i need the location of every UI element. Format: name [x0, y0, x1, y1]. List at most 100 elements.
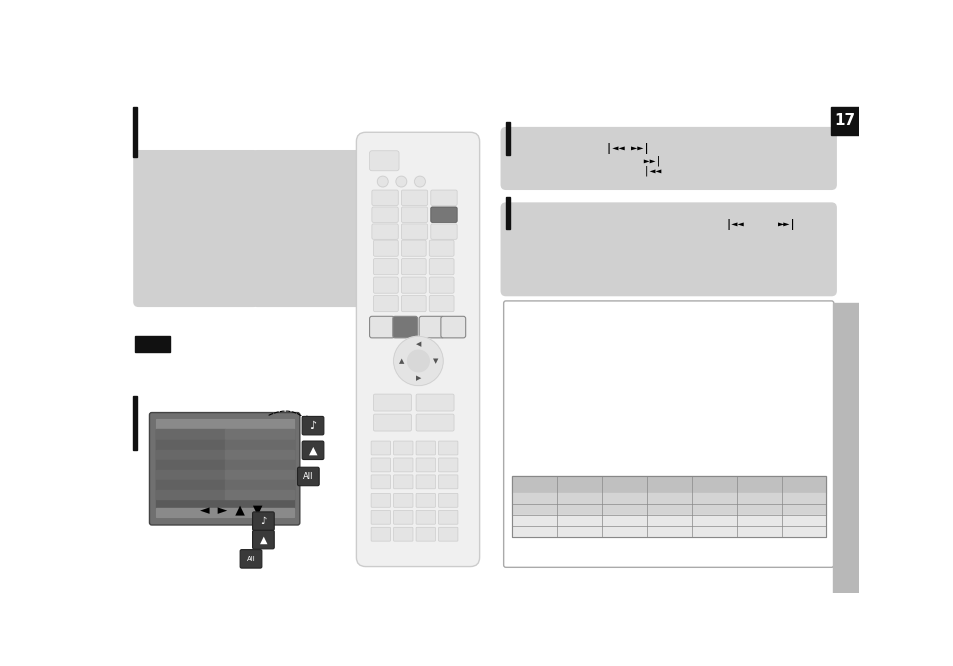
- Bar: [133, 396, 137, 450]
- FancyBboxPatch shape: [371, 458, 390, 472]
- Bar: [155, 440, 224, 449]
- Circle shape: [395, 176, 406, 187]
- FancyBboxPatch shape: [394, 441, 413, 455]
- FancyBboxPatch shape: [372, 190, 397, 205]
- Bar: [155, 470, 224, 479]
- FancyBboxPatch shape: [373, 296, 397, 312]
- FancyBboxPatch shape: [401, 207, 427, 222]
- Text: |◄◄ ►►|: |◄◄ ►►|: [605, 143, 649, 154]
- Text: ►►|: ►►|: [777, 219, 796, 230]
- Bar: [155, 450, 224, 459]
- Text: ►►|: ►►|: [631, 156, 660, 166]
- FancyBboxPatch shape: [438, 475, 457, 489]
- Bar: [155, 508, 294, 517]
- Bar: [155, 460, 224, 469]
- Text: ◀: ◀: [416, 341, 420, 347]
- Bar: [133, 107, 137, 157]
- FancyBboxPatch shape: [373, 414, 411, 431]
- FancyBboxPatch shape: [438, 527, 457, 541]
- FancyBboxPatch shape: [394, 494, 413, 507]
- Bar: [224, 430, 294, 439]
- FancyBboxPatch shape: [431, 207, 456, 222]
- FancyBboxPatch shape: [418, 316, 443, 338]
- Circle shape: [407, 350, 429, 372]
- FancyBboxPatch shape: [371, 527, 390, 541]
- FancyBboxPatch shape: [372, 207, 397, 222]
- Bar: [155, 419, 294, 429]
- Bar: [505, 123, 509, 155]
- FancyBboxPatch shape: [252, 150, 377, 307]
- Text: ♪: ♪: [260, 516, 266, 526]
- FancyBboxPatch shape: [416, 475, 435, 489]
- FancyBboxPatch shape: [393, 316, 417, 338]
- FancyBboxPatch shape: [440, 316, 465, 338]
- FancyBboxPatch shape: [394, 458, 413, 472]
- Bar: [224, 480, 294, 489]
- FancyBboxPatch shape: [302, 441, 323, 460]
- Bar: [832, 303, 858, 593]
- Text: All: All: [303, 472, 314, 481]
- Text: |◄◄: |◄◄: [725, 219, 744, 230]
- FancyBboxPatch shape: [373, 240, 397, 256]
- Bar: [224, 450, 294, 459]
- FancyBboxPatch shape: [356, 133, 479, 567]
- FancyBboxPatch shape: [240, 549, 261, 568]
- Bar: [224, 440, 294, 449]
- FancyBboxPatch shape: [431, 190, 456, 205]
- FancyBboxPatch shape: [416, 458, 435, 472]
- Bar: [155, 430, 224, 439]
- FancyBboxPatch shape: [401, 296, 426, 312]
- FancyBboxPatch shape: [429, 240, 454, 256]
- Bar: [155, 480, 224, 489]
- FancyBboxPatch shape: [416, 527, 435, 541]
- FancyBboxPatch shape: [133, 150, 258, 307]
- Bar: [830, 107, 858, 135]
- FancyBboxPatch shape: [401, 224, 427, 239]
- Bar: [134, 336, 171, 352]
- FancyBboxPatch shape: [394, 510, 413, 524]
- Bar: [155, 419, 294, 517]
- FancyBboxPatch shape: [369, 316, 394, 338]
- FancyBboxPatch shape: [429, 258, 454, 275]
- Text: ▼: ▼: [433, 358, 437, 364]
- Text: All: All: [247, 556, 255, 562]
- FancyBboxPatch shape: [371, 510, 390, 524]
- FancyBboxPatch shape: [438, 458, 457, 472]
- FancyBboxPatch shape: [416, 394, 454, 411]
- FancyBboxPatch shape: [394, 527, 413, 541]
- FancyBboxPatch shape: [416, 494, 435, 507]
- Circle shape: [415, 176, 425, 187]
- Text: 17: 17: [833, 113, 854, 129]
- Bar: [224, 470, 294, 479]
- FancyBboxPatch shape: [302, 416, 323, 435]
- FancyBboxPatch shape: [150, 412, 299, 525]
- FancyBboxPatch shape: [500, 202, 836, 296]
- FancyBboxPatch shape: [401, 277, 426, 293]
- FancyBboxPatch shape: [373, 277, 397, 293]
- FancyBboxPatch shape: [503, 301, 833, 567]
- Bar: [512, 525, 825, 537]
- FancyBboxPatch shape: [372, 224, 397, 239]
- FancyBboxPatch shape: [416, 414, 454, 431]
- FancyBboxPatch shape: [297, 468, 319, 486]
- FancyBboxPatch shape: [371, 475, 390, 489]
- FancyBboxPatch shape: [438, 494, 457, 507]
- Text: ◄  ►  ▲  ▼: ◄ ► ▲ ▼: [200, 503, 263, 516]
- Bar: [512, 504, 825, 515]
- FancyBboxPatch shape: [438, 510, 457, 524]
- FancyBboxPatch shape: [416, 441, 435, 455]
- Text: ▶: ▶: [416, 375, 420, 381]
- FancyBboxPatch shape: [369, 151, 398, 170]
- Text: ▲: ▲: [309, 446, 317, 456]
- FancyBboxPatch shape: [401, 240, 426, 256]
- FancyBboxPatch shape: [500, 127, 836, 190]
- Bar: [155, 490, 224, 499]
- FancyBboxPatch shape: [373, 394, 411, 411]
- FancyBboxPatch shape: [253, 530, 274, 549]
- FancyBboxPatch shape: [438, 441, 457, 455]
- FancyBboxPatch shape: [431, 207, 456, 222]
- FancyBboxPatch shape: [429, 296, 454, 312]
- Bar: [224, 490, 294, 499]
- Bar: [512, 515, 825, 525]
- FancyBboxPatch shape: [431, 224, 456, 239]
